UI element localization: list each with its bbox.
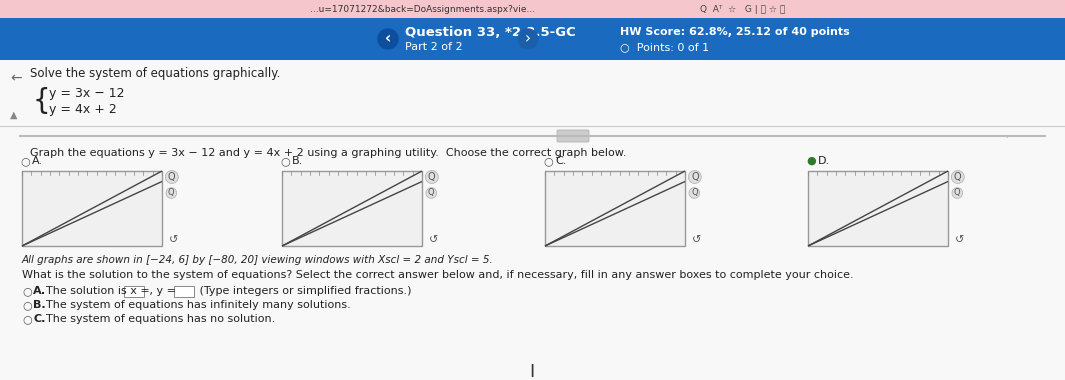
Text: Part 2 of 2: Part 2 of 2 [405, 43, 462, 52]
Text: D.: D. [818, 156, 830, 166]
Text: Q: Q [168, 172, 176, 182]
Text: ...u=17071272&back=DoAssignments.aspx?vie...: ...u=17071272&back=DoAssignments.aspx?vi… [310, 5, 535, 14]
Bar [282, 171, 422, 246]
Circle shape [378, 29, 398, 49]
Text: ●: ● [806, 156, 816, 166]
Text: ↺: ↺ [955, 235, 965, 245]
Text: Q: Q [428, 172, 436, 182]
Text: y = 4x + 2: y = 4x + 2 [49, 103, 117, 117]
Text: The system of equations has no solution.: The system of equations has no solution. [46, 314, 275, 324]
Bar [0, 60, 1065, 380]
Text: Q: Q [168, 188, 175, 198]
Text: C.: C. [33, 314, 46, 324]
Text: ‹: ‹ [384, 32, 391, 46]
Text: ←: ← [10, 71, 21, 85]
Bar [0, 0, 1065, 18]
Text: A.: A. [33, 286, 46, 296]
FancyBboxPatch shape [557, 130, 589, 142]
Text: ○: ○ [20, 156, 30, 166]
Text: y = 3x − 12: y = 3x − 12 [49, 87, 125, 100]
Text: The solution is x =: The solution is x = [46, 286, 153, 296]
Text: ↺: ↺ [692, 235, 702, 245]
Text: Q: Q [428, 188, 435, 198]
Text: ↺: ↺ [429, 235, 439, 245]
Text: Q: Q [691, 172, 699, 182]
Text: C.: C. [555, 156, 567, 166]
Text: The system of equations has infinitely many solutions.: The system of equations has infinitely m… [46, 300, 350, 310]
Text: ›: › [525, 32, 531, 46]
Bar [124, 285, 144, 296]
Text: I: I [529, 363, 535, 380]
Text: ○  Points: 0 of 1: ○ Points: 0 of 1 [620, 43, 709, 52]
Text: Solve the system of equations graphically.: Solve the system of equations graphicall… [30, 68, 280, 81]
Text: HW Score: 62.8%, 25.12 of 40 points: HW Score: 62.8%, 25.12 of 40 points [620, 27, 850, 37]
Text: B.: B. [292, 156, 304, 166]
Text: {: { [33, 87, 51, 116]
Text: ○: ○ [22, 314, 32, 324]
Text: Question 33, *2.3.5-GC: Question 33, *2.3.5-GC [405, 26, 576, 39]
Text: (Type integers or simplified fractions.): (Type integers or simplified fractions.) [196, 286, 411, 296]
Text: ○: ○ [22, 286, 32, 296]
Text: Graph the equations y = 3x − 12 and y = 4x + 2 using a graphing utility.  Choose: Graph the equations y = 3x − 12 and y = … [30, 148, 626, 158]
Text: ○: ○ [280, 156, 290, 166]
Bar [545, 171, 685, 246]
Text: ▲: ▲ [10, 110, 17, 120]
Text: What is the solution to the system of equations? Select the correct answer below: What is the solution to the system of eq… [22, 270, 854, 280]
Bar [22, 171, 162, 246]
Text: Q: Q [691, 188, 698, 198]
Text: Q: Q [954, 172, 962, 182]
Text: All graphs are shown in [−24, 6] by [−80, 20] viewing windows with Xscl = 2 and : All graphs are shown in [−24, 6] by [−80… [22, 255, 494, 265]
Text: B.: B. [33, 300, 46, 310]
Text: , y =: , y = [146, 286, 180, 296]
Text: A.: A. [32, 156, 43, 166]
Text: ○: ○ [22, 300, 32, 310]
Text: Q  Aᵀ  ☆   G | ⓘ ☆ ⭳: Q Aᵀ ☆ G | ⓘ ☆ ⭳ [700, 5, 785, 14]
Text: Q: Q [954, 188, 961, 198]
Bar [808, 171, 948, 246]
Text: ↺: ↺ [169, 235, 178, 245]
Text: ○: ○ [543, 156, 553, 166]
Bar [0, 18, 1065, 60]
Text: .: . [1005, 130, 1007, 139]
Bar [174, 285, 194, 296]
